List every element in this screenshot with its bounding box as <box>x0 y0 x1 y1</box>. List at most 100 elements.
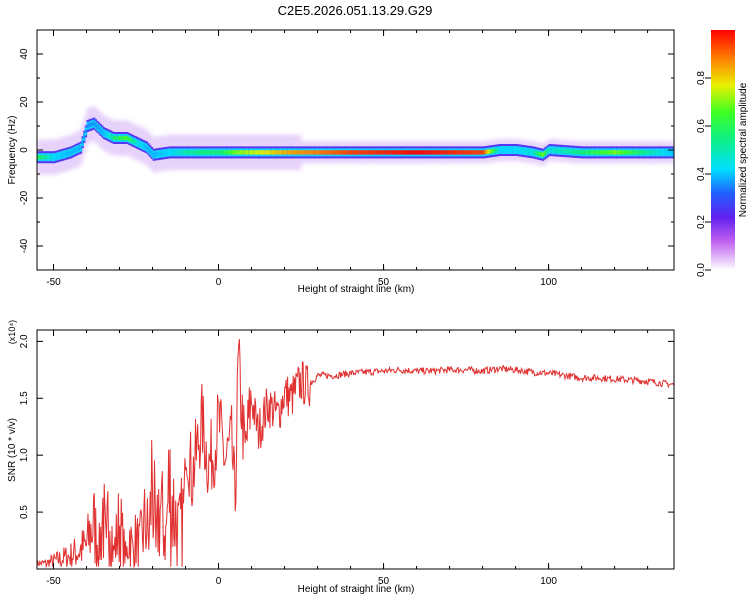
spectrogram-core-cell <box>380 150 383 155</box>
spectrogram-ridge <box>37 117 674 164</box>
spectrogram-core-cell <box>574 149 578 155</box>
spectrogram-core-cell <box>66 151 69 156</box>
spectrogram-core-cell <box>348 150 352 155</box>
spectrogram-core-cell <box>561 148 565 154</box>
spectrogram-core-cell <box>636 150 639 155</box>
spectrogram-core-cell <box>634 150 637 155</box>
spectrogram-core-cell <box>464 150 467 155</box>
spectrogram-core-cell <box>368 150 371 155</box>
spectrogram-core-cell <box>256 150 259 155</box>
spectrogram-core-cell <box>127 136 131 141</box>
spectrogram-core-cell <box>607 150 611 155</box>
spectrogram-core-cell <box>334 150 337 155</box>
spectrogram-core-cell <box>190 150 193 155</box>
spectrogram-core-cell <box>616 150 619 155</box>
spectrogram-core-cell <box>324 150 327 155</box>
spectrogram-core-cell <box>129 137 132 142</box>
spectrogram-core-cell <box>475 150 479 155</box>
spectrogram-core-cell <box>525 149 528 154</box>
spectrogram-core-cell <box>238 150 241 155</box>
spectrogram-core-cell <box>243 150 246 155</box>
spectrogram-core-cell <box>508 147 512 153</box>
spectrogram-core-cell <box>258 150 261 155</box>
spectrogram-core-cell <box>411 150 414 155</box>
spectrogram-core-cell <box>215 150 218 155</box>
spectrogram-x-label: Height of straight line (km) <box>298 284 415 295</box>
spectrogram-core-cell <box>193 150 197 155</box>
y-tick-label: -40 <box>19 238 30 253</box>
spectrogram-core-cell <box>469 150 472 155</box>
spectrogram-core-cell <box>264 150 267 155</box>
y-tick-label: 1.0 <box>19 448 30 462</box>
spectrogram-core-cell <box>495 148 499 153</box>
spectrogram-core-cell <box>246 150 249 155</box>
spectrogram-core-cell <box>137 141 140 146</box>
spectrogram-core-cell <box>88 123 91 128</box>
spectrogram-core-cell <box>342 150 345 155</box>
spectrogram-core-cell <box>421 150 424 155</box>
spectrogram-core-cell <box>301 150 304 155</box>
spectrogram-core-cell <box>185 150 188 155</box>
spectrogram-core-cell <box>459 150 462 155</box>
y-tick-label: 0.5 <box>19 505 30 519</box>
spectrogram-core-cell <box>231 150 234 155</box>
spectrogram-core-cell <box>244 150 248 155</box>
spectrogram-core-cell <box>106 132 109 137</box>
spectrogram-core-cell <box>393 150 396 155</box>
spectrogram-core-cell <box>132 139 135 144</box>
spectrogram-core-cell <box>291 150 294 155</box>
spectrogram-core-cell <box>139 142 142 147</box>
spectrogram-core-cell <box>99 127 102 133</box>
spectrogram-core-cell <box>327 150 330 155</box>
spectrogram-core-cell <box>566 149 569 154</box>
spectrogram-core-cell <box>320 150 324 155</box>
spectrogram-core-cell <box>365 150 368 155</box>
spectrogram-core-cell <box>532 150 535 155</box>
spectrogram-core-cell <box>117 135 121 141</box>
spectrogram-core-cell <box>111 135 114 140</box>
snr-x-label: Height of straight line (km) <box>298 584 415 595</box>
spectrogram-core-cell <box>419 150 423 155</box>
spectrogram-core-cell <box>329 150 332 155</box>
spectrogram-core-cell <box>657 150 660 155</box>
spectrogram-core-cell <box>169 150 172 155</box>
spectrogram-core-cell <box>472 150 475 155</box>
colorbar-tick-label: 0.4 <box>696 167 707 181</box>
spectrogram-core-cell <box>272 150 276 155</box>
spectrogram-core-cell <box>367 150 370 155</box>
spectrogram-core-cell <box>431 150 434 155</box>
spectrogram-core-cell <box>655 150 659 155</box>
spectrogram-core-cell <box>571 149 574 154</box>
spectrogram-core-cell <box>563 148 566 154</box>
spectrogram-core-cell <box>178 150 182 155</box>
x-tick-label: 50 <box>378 576 390 587</box>
spectrogram-core-cell <box>55 154 58 159</box>
spectrogram-core-cell <box>314 150 317 155</box>
spectrogram-core-cell <box>457 150 461 155</box>
colorbar-label: Normalized spectral amplitude <box>738 82 749 217</box>
spectrogram-core-cell <box>38 155 41 160</box>
spectrogram-core-cell <box>670 150 673 155</box>
spectrogram-core-cell <box>175 150 178 155</box>
spectrogram-core-cell <box>337 150 340 155</box>
spectrogram-core-cell <box>126 135 129 141</box>
spectrogram-core-cell <box>451 150 454 155</box>
spectrogram-core-cell <box>276 150 279 155</box>
spectrogram-core-cell <box>218 150 221 155</box>
spectrogram-core-cell <box>335 150 338 155</box>
spectrogram-core-cell <box>454 150 457 155</box>
spectrogram-core-cell <box>579 150 583 155</box>
spectrogram-core-cell <box>289 150 292 155</box>
spectrogram-core-cell <box>513 147 517 153</box>
spectrogram-core-cell <box>518 148 522 153</box>
spectrogram-core-cell <box>644 150 647 155</box>
spectrogram-core-cell <box>627 150 631 155</box>
spectrogram-core-cell <box>441 150 444 155</box>
spectrogram-core-cell <box>484 149 487 155</box>
spectrogram-core-cell <box>541 152 545 157</box>
spectrogram-core-cell <box>45 155 48 160</box>
spectrogram-heatmap <box>37 106 674 175</box>
spectrogram-core-cell <box>545 150 548 155</box>
spectrogram-core-cell <box>565 149 568 154</box>
spectrogram-core-cell <box>279 150 282 155</box>
